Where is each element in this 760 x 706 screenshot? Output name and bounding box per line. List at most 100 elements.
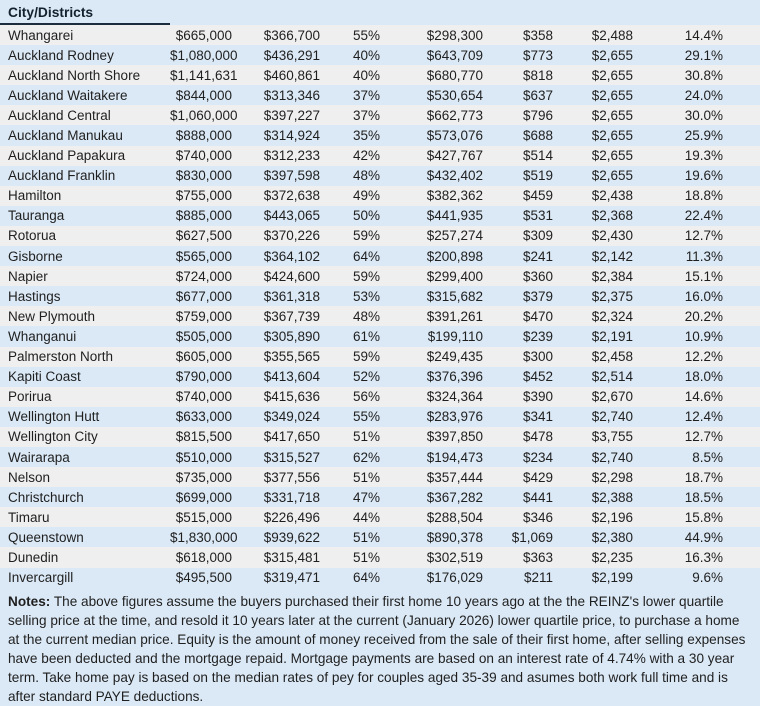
value-cell: 62% xyxy=(352,449,380,465)
value-cell: 50% xyxy=(352,208,380,224)
value-cell: $755,000 xyxy=(175,188,232,204)
table-header-row: City/Districts xyxy=(0,0,760,25)
value-cell: $2,384 xyxy=(591,268,633,284)
value-cell: $2,655 xyxy=(591,168,633,184)
column-header-city-districts: City/Districts xyxy=(0,2,170,25)
value-cell: $459 xyxy=(522,188,553,204)
value-cell: $1,830,000 xyxy=(170,529,238,545)
value-cell: $355,565 xyxy=(263,349,320,365)
value-cell: 64% xyxy=(352,248,380,264)
value-cell: $773 xyxy=(522,47,553,63)
table-row: Queenstown $1,830,000 $939,622 51% $890,378 $… xyxy=(0,527,760,547)
value-cell: $239 xyxy=(522,328,553,344)
value-cell: $367,282 xyxy=(426,489,483,505)
value-cell: $830,000 xyxy=(175,168,232,184)
value-cell: 29.1% xyxy=(684,47,723,63)
value-cell: 10.9% xyxy=(684,328,723,344)
value-cell: 55% xyxy=(352,27,380,43)
value-cell: $885,000 xyxy=(175,208,232,224)
value-cell: $2,235 xyxy=(591,549,633,565)
city-cell: Wairarapa xyxy=(8,449,70,465)
value-cell: $2,298 xyxy=(591,469,633,485)
value-cell: $413,604 xyxy=(263,369,320,385)
value-cell: $257,274 xyxy=(426,228,483,244)
value-cell: $2,655 xyxy=(591,87,633,103)
value-cell: $1,060,000 xyxy=(170,107,238,123)
value-cell: $211 xyxy=(523,570,553,586)
value-cell: 8.5% xyxy=(692,449,723,465)
city-cell: Invercargill xyxy=(8,570,74,586)
city-cell: Gisborne xyxy=(8,248,63,264)
table-row: Kapiti Coast $790,000 $413,604 52% $376,396 $… xyxy=(0,367,760,387)
value-cell: $2,375 xyxy=(591,288,633,304)
table-row: Timaru $515,000 $226,496 44% $288,504 $346 $2,… xyxy=(0,507,760,528)
value-cell: $302,519 xyxy=(426,549,483,565)
value-cell: 12.2% xyxy=(684,349,723,365)
table-row: New Plymouth $759,000 $367,739 48% $391,261 $… xyxy=(0,306,760,327)
city-cell: Auckland North Shore xyxy=(8,67,141,83)
table-row: Gisborne $565,000 $364,102 64% $200,898 $241 $… xyxy=(0,246,760,266)
value-cell: $436,291 xyxy=(263,47,320,63)
value-cell: $740,000 xyxy=(175,148,232,164)
value-cell: $759,000 xyxy=(175,308,232,324)
value-cell: 11.3% xyxy=(685,248,723,264)
value-cell: $199,110 xyxy=(427,328,483,344)
value-cell: $397,850 xyxy=(426,429,483,445)
table-row: Auckland Papakura $740,000 $312,233 42% $427… xyxy=(0,145,760,166)
value-cell: $505,000 xyxy=(175,328,232,344)
value-cell: $665,000 xyxy=(175,27,232,43)
value-cell: $2,740 xyxy=(591,409,633,425)
value-cell: $677,000 xyxy=(175,288,232,304)
value-cell: 20.2% xyxy=(684,308,723,324)
value-cell: $376,396 xyxy=(426,369,483,385)
value-cell: $357,444 xyxy=(426,469,483,485)
value-cell: $443,065 xyxy=(263,208,320,224)
city-cell: Dunedin xyxy=(8,549,59,565)
value-cell: $397,227 xyxy=(263,107,320,123)
table-row: Auckland North Shore $1,141,631 $460,861 40… xyxy=(0,65,760,86)
value-cell: $3,755 xyxy=(591,429,633,445)
value-cell: $377,556 xyxy=(263,469,320,485)
value-cell: 42% xyxy=(352,148,380,164)
value-cell: $818 xyxy=(522,67,553,83)
value-cell: $2,655 xyxy=(591,67,633,83)
table-body: Whangarei $665,000 $366,700 55% $298,300 $358… xyxy=(0,25,760,588)
value-cell: $299,400 xyxy=(426,268,483,284)
value-cell: $680,770 xyxy=(426,67,483,83)
value-cell: $379 xyxy=(522,288,553,304)
city-cell: Nelson xyxy=(8,469,51,485)
value-cell: $510,000 xyxy=(175,449,232,465)
value-cell: $2,458 xyxy=(591,349,633,365)
value-cell: 40% xyxy=(352,47,380,63)
value-cell: 59% xyxy=(352,228,380,244)
value-cell: 14.6% xyxy=(684,389,723,405)
value-cell: $519 xyxy=(522,168,553,184)
value-cell: $441 xyxy=(522,489,553,505)
value-cell: $470 xyxy=(522,308,553,324)
city-cell: Auckland Central xyxy=(8,107,111,123)
city-districts-table: City/Districts Whangarei $665,000 $366,700… xyxy=(0,0,760,588)
value-cell: $361,318 xyxy=(263,288,320,304)
table-row: Auckland Waitakere $844,000 $313,346 37% $53… xyxy=(0,85,760,105)
value-cell: $415,636 xyxy=(263,389,320,405)
value-cell: 19.3% xyxy=(684,148,723,164)
value-cell: 59% xyxy=(352,268,380,284)
value-cell: $309 xyxy=(522,228,553,244)
value-cell: $888,000 xyxy=(175,128,232,144)
value-cell: $1,069 xyxy=(511,529,553,545)
value-cell: $2,488 xyxy=(591,27,633,43)
value-cell: $2,514 xyxy=(591,369,633,385)
city-cell: Queenstown xyxy=(8,529,84,545)
value-cell: 18.5% xyxy=(684,489,723,505)
table-row: Rotorua $627,500 $370,226 59% $257,274 $309 $2… xyxy=(0,225,760,247)
value-cell: 18.0% xyxy=(684,369,723,385)
value-cell: $699,000 xyxy=(175,489,232,505)
value-cell: $319,471 xyxy=(263,570,320,586)
value-cell: $358 xyxy=(522,27,553,43)
city-cell: Hamilton xyxy=(8,188,62,204)
value-cell: $605,000 xyxy=(175,349,232,365)
value-cell: $2,740 xyxy=(591,449,633,465)
value-cell: $2,438 xyxy=(591,188,633,204)
city-cell: Porirua xyxy=(8,389,52,405)
